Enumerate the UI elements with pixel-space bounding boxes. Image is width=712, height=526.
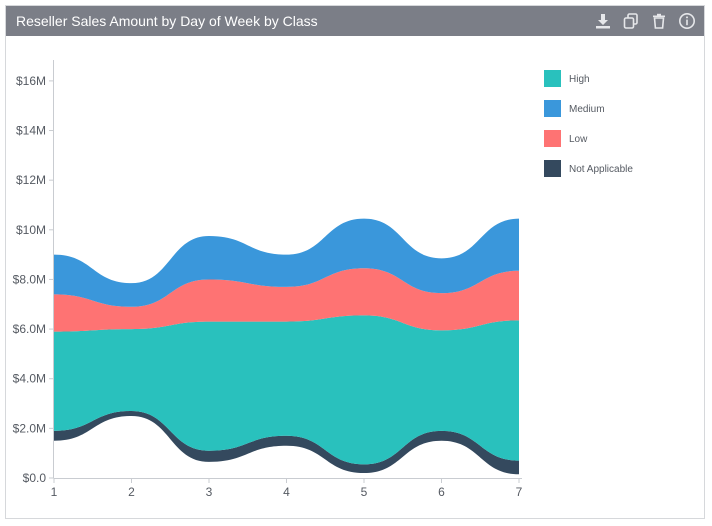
panel-toolbar: [594, 12, 696, 30]
x-tick-label: 5: [361, 485, 368, 499]
legend-item-medium[interactable]: Medium: [544, 100, 605, 117]
x-tick-label: 2: [128, 485, 135, 499]
x-tick-label: 1: [51, 485, 58, 499]
area-medium[interactable]: [54, 218, 519, 307]
chart-panel: Reseller Sales Amount by Day of Week by …: [5, 5, 705, 519]
y-tick-label: $2.0M: [13, 421, 46, 435]
y-tick-label: $14M: [16, 124, 46, 138]
info-icon[interactable]: [678, 12, 696, 30]
y-tick-label: $6.0M: [13, 322, 46, 336]
y-tick-label: $12M: [16, 173, 46, 187]
legend-swatch: [544, 130, 561, 147]
download-icon[interactable]: [594, 12, 612, 30]
copy-icon[interactable]: [622, 12, 640, 30]
legend-item-low[interactable]: Low: [544, 130, 588, 147]
legend-label: Not Applicable: [569, 164, 633, 175]
x-tick-label: 3: [206, 485, 213, 499]
panel-header: Reseller Sales Amount by Day of Week by …: [6, 6, 704, 36]
x-tick-label: 6: [438, 485, 445, 499]
x-tick-label: 7: [516, 485, 523, 499]
y-tick-label: $0.0: [23, 471, 47, 485]
legend-label: Low: [569, 134, 588, 145]
area-high[interactable]: [54, 315, 519, 465]
area-low[interactable]: [54, 268, 519, 332]
streamgraph-chart: $0.0 $2.0M $4.0M $6.0M $8.0M $10M $12M $14M $16M…: [13, 60, 633, 499]
area-not-applicable[interactable]: [54, 410, 519, 475]
y-tick-label: $8.0M: [13, 272, 46, 286]
y-tick-label: $4.0M: [13, 372, 46, 386]
x-tick-label: 4: [283, 485, 290, 499]
panel-title: Reseller Sales Amount by Day of Week by …: [16, 13, 318, 29]
legend-swatch: [544, 160, 561, 177]
legend-item-high[interactable]: High: [544, 70, 590, 87]
legend-swatch: [544, 100, 561, 117]
legend-label: Medium: [569, 104, 605, 115]
legend-label: High: [569, 74, 590, 85]
y-tick-label: $16M: [16, 74, 46, 88]
legend-swatch: [544, 70, 561, 87]
trash-icon[interactable]: [650, 12, 668, 30]
legend-item-not-applicable[interactable]: Not Applicable: [544, 160, 633, 177]
y-tick-label: $10M: [16, 223, 46, 237]
